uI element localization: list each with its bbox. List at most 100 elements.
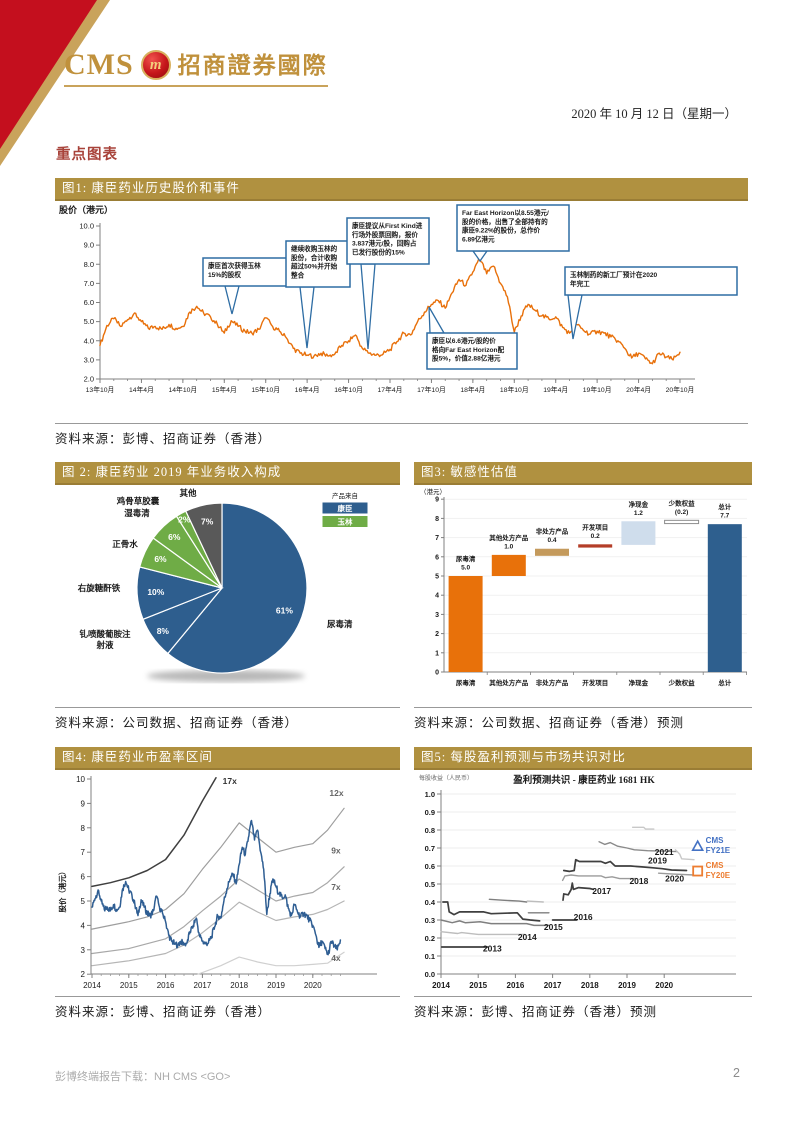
x-tick-label: 18年4月 xyxy=(460,385,485,394)
callout-text-line: 股5%，价值2.88亿港元 xyxy=(432,354,501,363)
x-tick-label: 19年4月 xyxy=(543,385,568,394)
callout-text-line: 股的价格，出售了全部持有的 xyxy=(462,217,548,226)
y-tick-label: 6 xyxy=(435,554,439,561)
y-tick-label: 0.0 xyxy=(425,970,435,979)
callout-text-line: 已发行股份的15% xyxy=(352,247,405,256)
legend-title: 产品来自 xyxy=(332,491,358,500)
company-logo: CMS m 招商證券國際 xyxy=(64,50,328,87)
callout-text-line: 格向Far East Horizon配 xyxy=(432,345,505,354)
pie-slice-name: 其他 xyxy=(179,488,197,498)
logo-cms-text: CMS xyxy=(64,48,134,81)
callout-text-line: 康臣9.22%的股份，总作价 xyxy=(462,226,540,235)
y-tick-label: 0.2 xyxy=(425,934,435,943)
pe-band-line xyxy=(197,951,345,975)
x-tick-label: 2016 xyxy=(507,981,525,990)
x-tick-label: 2015 xyxy=(120,981,138,990)
y-tick-label: 4.0 xyxy=(84,336,94,345)
fiscal-year-label: 2017 xyxy=(592,886,611,896)
y-tick-label: 3 xyxy=(435,612,439,619)
pie-slice xyxy=(166,502,308,674)
x-tick-label: 13年10月 xyxy=(86,385,115,394)
source-text: 资料来源：彭博、招商证券（香港）预测 xyxy=(414,1005,658,1019)
pie-percent-label: 61% xyxy=(276,605,293,615)
source-text: 资料来源：公司数据、招商证券（香港） xyxy=(55,716,299,730)
y-tick-label: 2 xyxy=(435,631,439,638)
figure4-source: 资料来源：彭博、招商证券（香港） xyxy=(55,996,400,1020)
x-tick-label: 18年10月 xyxy=(500,385,529,394)
x-category-label: 其他处方产品 xyxy=(489,678,529,687)
legend-swatch xyxy=(321,515,369,528)
pie-slice-name: 湿毒清 xyxy=(124,508,150,518)
x-tick-label: 14年10月 xyxy=(168,385,197,394)
x-tick-label: 2020 xyxy=(655,981,673,990)
cms-forecast-marker xyxy=(692,865,704,877)
figure-panel-4: 图4: 康臣药业市盈率区间 2 3 4 5 6 7 8 9 10 2014 2015 2016 2017… xyxy=(55,747,400,1020)
waterfall-bar xyxy=(491,554,526,576)
y-axis-unit: （港元） xyxy=(420,487,446,496)
pe-band-label: 7x xyxy=(331,882,341,892)
fiscal-year-label: 2021 xyxy=(655,847,674,857)
x-category-label: 开发项目 xyxy=(582,678,608,687)
y-axis-title: 每股收益（人民币） xyxy=(419,774,473,782)
x-tick-label: 20年10月 xyxy=(666,385,695,394)
consensus-line xyxy=(562,882,595,902)
x-tick-label: 17年10月 xyxy=(417,385,446,394)
pie-slice-name: 尿毒清 xyxy=(327,619,353,629)
consensus-line xyxy=(440,919,550,927)
cms-marker-label: FY21E xyxy=(706,846,731,855)
callout-text-line: 股份，合计收购 xyxy=(291,253,338,262)
fiscal-year-label: 2015 xyxy=(544,922,563,932)
x-category-label: 少数权益 xyxy=(668,678,696,687)
x-tick-label: 16年4月 xyxy=(295,385,320,394)
figure5-title: 图5: 每股盈利预测与市场共识对比 xyxy=(414,747,752,770)
fiscal-year-label: 2018 xyxy=(629,876,648,886)
x-category-label: 非处方产品 xyxy=(536,678,569,687)
figure5-source: 资料来源：彭博、招商证券（香港）预测 xyxy=(414,996,752,1020)
figure3-waterfall-chart: 0123456789（港元）尿毒清5.0尿毒清其他处方产品1.0其他处方产品非处… xyxy=(420,487,747,687)
callout-text-line: 超过50%并开始 xyxy=(290,262,338,271)
bar-value-label: 7.7 xyxy=(720,513,729,520)
x-tick-label: 2018 xyxy=(581,981,599,990)
fiscal-year-label: 2014 xyxy=(518,932,537,942)
pie-slice-name: 钆喷酸葡胺注 xyxy=(79,629,131,639)
waterfall-bar xyxy=(578,544,613,548)
consensus-line xyxy=(674,849,695,861)
bar-value-label: 0.2 xyxy=(591,533,600,540)
waterfall-bar xyxy=(535,548,569,556)
x-tick-label: 14年4月 xyxy=(129,385,154,394)
x-category-label: 尿毒清 xyxy=(456,678,476,687)
pie-percent-label: 6% xyxy=(168,532,181,542)
callout-text-line: 继续收购玉林的 xyxy=(291,244,338,253)
cms-marker-label: CMS xyxy=(706,861,724,870)
callout-text-line: 康臣提议从First Kind进 xyxy=(352,221,423,230)
x-tick-label: 17年4月 xyxy=(378,385,403,394)
x-tick-label: 2015 xyxy=(469,981,487,990)
y-tick-label: 0.8 xyxy=(425,826,435,835)
price-line xyxy=(99,257,681,365)
pe-band-line xyxy=(91,777,217,888)
waterfall-bar xyxy=(664,519,700,525)
y-tick-label: 8.0 xyxy=(84,260,94,269)
y-tick-label: 9 xyxy=(81,799,86,808)
legend-label: 康臣 xyxy=(338,503,353,513)
cms-marker-label: CMS xyxy=(706,836,724,845)
bar-name-label: 非处方产品 xyxy=(536,527,569,536)
event-callout: Far East Horizon以8.55港元/股的价格，出售了全部持有的康臣9… xyxy=(456,204,570,263)
y-tick-label: 2 xyxy=(81,970,86,979)
cms-forecast-marker xyxy=(691,839,705,851)
x-tick-label: 15年4月 xyxy=(212,385,237,394)
fiscal-year-label: 2016 xyxy=(574,912,593,922)
y-tick-label: 0.6 xyxy=(425,862,435,871)
pie-slice-name: 正骨水 xyxy=(112,539,138,549)
x-category-label: 总计 xyxy=(718,678,732,687)
x-tick-label: 2017 xyxy=(194,981,212,990)
callout-text-line: 玉林制药的新工厂预计在2020 xyxy=(570,270,658,279)
y-tick-label: 7.0 xyxy=(84,279,94,288)
source-text: 资料来源：彭博、招商证券（香港） xyxy=(55,1005,272,1019)
consensus-line xyxy=(562,858,688,873)
x-tick-label: 16年10月 xyxy=(334,385,363,394)
pe-band-label: 12x xyxy=(329,788,343,798)
